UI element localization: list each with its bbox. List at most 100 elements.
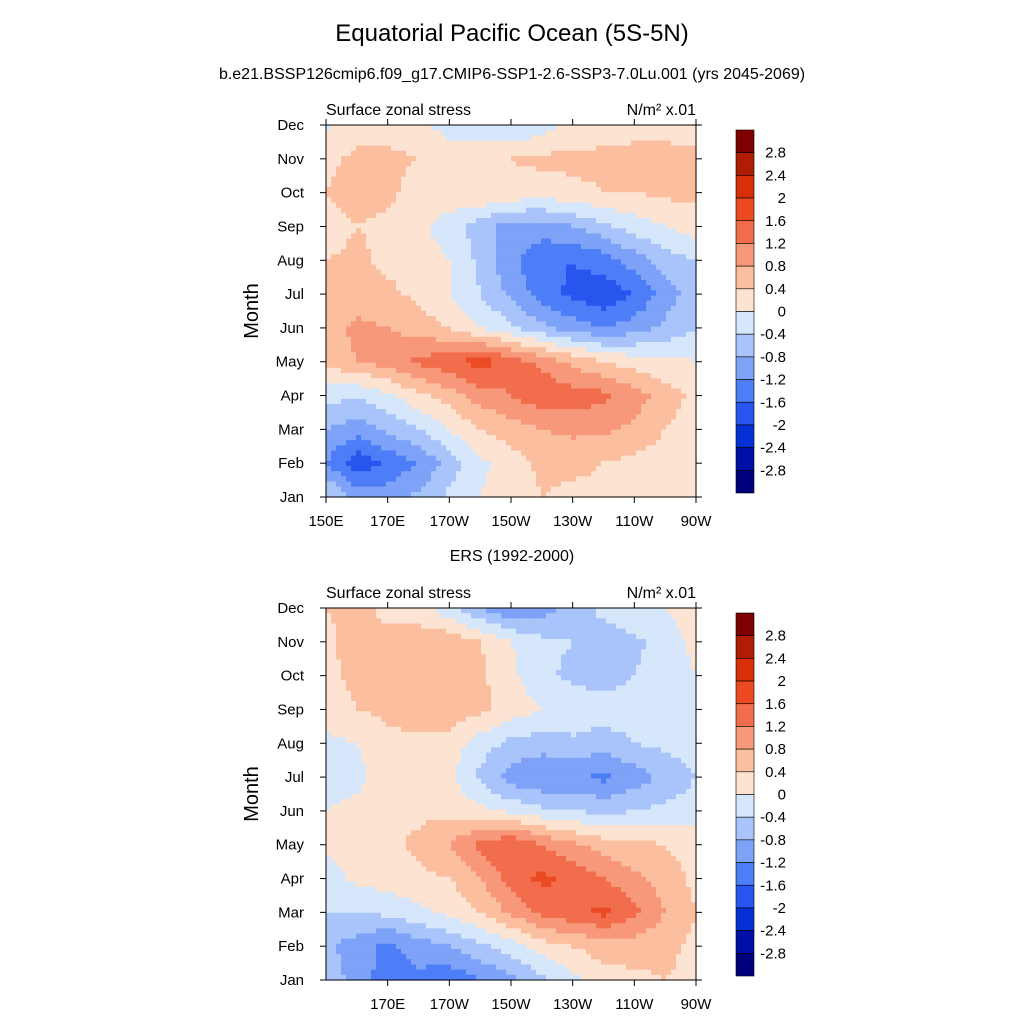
heatmap-cell bbox=[391, 398, 397, 405]
heatmap-cell bbox=[426, 238, 432, 245]
heatmap-cell bbox=[436, 187, 442, 193]
heatmap-cell bbox=[346, 357, 352, 364]
heatmap-cell bbox=[446, 316, 452, 322]
heatmap-cell bbox=[421, 187, 427, 193]
heatmap-cell bbox=[481, 295, 487, 302]
heatmap-cell bbox=[551, 398, 557, 405]
heatmap-cell bbox=[371, 357, 377, 364]
heatmap-cell bbox=[531, 202, 537, 209]
heatmap-cell bbox=[576, 378, 582, 384]
heatmap-cell bbox=[626, 336, 632, 343]
heatmap-cell bbox=[556, 223, 562, 229]
heatmap-cell bbox=[556, 161, 562, 167]
heatmap-cell bbox=[526, 202, 532, 209]
heatmap-cell bbox=[666, 166, 672, 173]
heatmap-cell bbox=[446, 352, 452, 359]
heatmap-cell bbox=[546, 300, 552, 307]
heatmap-cell bbox=[541, 450, 547, 457]
heatmap-cell bbox=[601, 373, 607, 379]
heatmap-cell bbox=[626, 280, 632, 286]
heatmap-cell bbox=[576, 460, 582, 467]
heatmap-cell bbox=[556, 145, 562, 152]
heatmap-cell bbox=[531, 212, 537, 219]
heatmap-cell bbox=[591, 166, 597, 173]
heatmap-cell bbox=[546, 130, 552, 136]
heatmap-cell bbox=[466, 228, 472, 235]
heatmap-cell bbox=[376, 290, 382, 297]
heatmap-cell bbox=[626, 347, 632, 353]
heatmap-cell bbox=[476, 383, 482, 390]
heatmap-cell bbox=[361, 342, 367, 348]
heatmap-cell bbox=[556, 295, 562, 302]
heatmap-cell bbox=[466, 269, 472, 276]
heatmap-cell bbox=[511, 197, 517, 204]
heatmap-cell bbox=[331, 150, 337, 157]
heatmap-cell bbox=[506, 171, 512, 178]
heatmap-cell bbox=[681, 388, 687, 395]
heatmap-cell bbox=[331, 130, 337, 136]
heatmap-cell bbox=[496, 285, 502, 291]
heatmap-cell bbox=[496, 181, 502, 188]
heatmap-cell bbox=[356, 300, 362, 307]
heatmap-cell bbox=[651, 460, 657, 467]
heatmap-cell bbox=[526, 274, 532, 281]
heatmap-cell bbox=[526, 140, 532, 147]
heatmap-cell bbox=[581, 409, 587, 415]
heatmap-cell bbox=[416, 207, 422, 214]
heatmap-cell bbox=[436, 238, 442, 245]
heatmap-cell bbox=[686, 254, 692, 260]
heatmap-cell bbox=[471, 161, 477, 167]
heatmap-cell bbox=[361, 362, 367, 369]
heatmap-cell bbox=[506, 419, 512, 426]
heatmap-cell bbox=[581, 440, 587, 446]
heatmap-cell bbox=[356, 398, 362, 405]
heatmap-cell bbox=[621, 357, 627, 364]
heatmap-cell bbox=[361, 393, 367, 400]
heatmap-cell bbox=[656, 393, 662, 400]
heatmap-cell bbox=[426, 300, 432, 307]
heatmap-cell bbox=[596, 295, 602, 302]
heatmap-cell bbox=[346, 383, 352, 390]
heatmap-cell bbox=[501, 243, 507, 250]
heatmap-cell bbox=[671, 378, 677, 384]
heatmap-cell bbox=[606, 269, 612, 276]
heatmap-cell bbox=[626, 388, 632, 395]
heatmap-cell bbox=[541, 316, 547, 322]
heatmap-cell bbox=[416, 166, 422, 173]
heatmap-cell bbox=[571, 254, 577, 260]
heatmap-cell bbox=[331, 367, 337, 374]
heatmap-cell bbox=[456, 202, 462, 209]
heatmap-cell bbox=[416, 347, 422, 353]
heatmap-cell bbox=[621, 280, 627, 286]
heatmap-cell bbox=[526, 249, 532, 255]
heatmap-cell bbox=[371, 311, 377, 317]
heatmap-cell bbox=[386, 233, 392, 240]
heatmap-cell bbox=[371, 342, 377, 348]
heatmap-cell bbox=[486, 254, 492, 260]
heatmap-cell bbox=[326, 264, 332, 271]
heatmap-cell bbox=[341, 207, 347, 214]
heatmap-cell bbox=[391, 450, 397, 457]
heatmap-cell bbox=[431, 280, 437, 286]
heatmap-cell bbox=[436, 471, 442, 477]
heatmap-cell bbox=[371, 249, 377, 255]
heatmap-cell bbox=[481, 378, 487, 384]
heatmap-cell bbox=[506, 156, 512, 162]
heatmap-cell bbox=[671, 228, 677, 235]
heatmap-cell bbox=[436, 145, 442, 152]
heatmap-cell bbox=[401, 362, 407, 369]
heatmap-cell bbox=[501, 321, 507, 328]
heatmap-cell bbox=[666, 424, 672, 431]
heatmap-cell bbox=[561, 311, 567, 317]
heatmap-cell bbox=[356, 249, 362, 255]
heatmap-cell bbox=[511, 455, 517, 462]
heatmap-cell bbox=[621, 274, 627, 281]
heatmap-cell bbox=[671, 466, 677, 472]
heatmap-cell bbox=[651, 249, 657, 255]
heatmap-cell bbox=[461, 445, 467, 452]
heatmap-cell bbox=[601, 357, 607, 364]
heatmap-cell bbox=[381, 161, 387, 167]
heatmap-cell bbox=[451, 212, 457, 219]
heatmap-cell bbox=[521, 125, 527, 131]
heatmap-cell bbox=[526, 398, 532, 405]
